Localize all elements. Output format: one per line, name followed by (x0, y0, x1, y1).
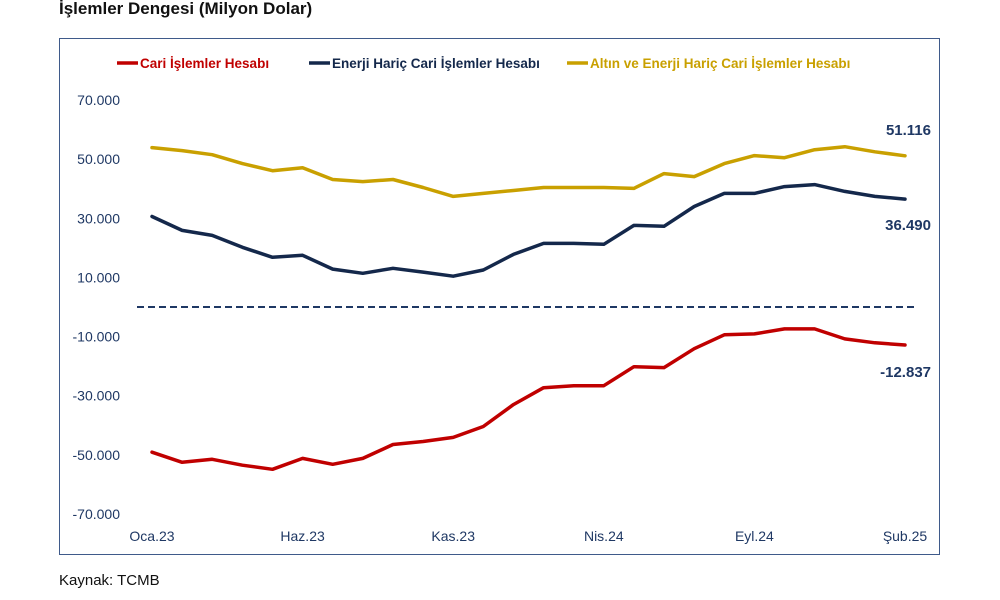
legend-item: Altın ve Enerji Hariç Cari İşlemler Hesa… (567, 56, 850, 71)
x-tick-label: Nis.24 (584, 528, 624, 544)
source-note: Kaynak: TCMB (59, 572, 160, 589)
x-tick-label: Şub.25 (883, 528, 928, 544)
y-tick-label: 70.000 (77, 92, 120, 108)
series-line-altin-enerji-haric (150, 144, 907, 199)
y-tick-label: -30.000 (73, 388, 121, 404)
y-axis: 70.000 50.000 30.000 10.000 -10.000 -30.000 -5… (73, 92, 121, 522)
x-tick-label: Haz.23 (280, 528, 325, 544)
series-line-cari (150, 327, 907, 472)
series-line-enerji-haric (150, 182, 907, 278)
y-tick-label: -50.000 (73, 447, 121, 463)
legend-label: Enerji Hariç Cari İşlemler Hesabı (332, 56, 540, 71)
end-value-label: 51.116 (886, 122, 931, 139)
end-value-label: 36.490 (885, 217, 931, 234)
series-lines (150, 144, 907, 472)
legend-label: Cari İşlemler Hesabı (140, 56, 269, 71)
legend-item: Enerji Hariç Cari İşlemler Hesabı (309, 56, 540, 71)
x-tick-label: Eyl.24 (735, 528, 774, 544)
legend-item: Cari İşlemler Hesabı (117, 56, 269, 71)
end-labels: -12.837 36.490 51.116 (880, 122, 931, 381)
x-tick-label: Oca.23 (129, 528, 174, 544)
y-tick-label: 30.000 (77, 210, 120, 226)
y-tick-label: -10.000 (73, 329, 121, 345)
x-tick-label: Kas.23 (431, 528, 475, 544)
chart-title: İşlemler Dengesi (Milyon Dolar) (59, 0, 313, 18)
x-axis: Oca.23 Haz.23 Kas.23 Nis.24 Eyl.24 Şub.25 (129, 528, 927, 544)
y-tick-label: -70.000 (73, 506, 121, 522)
legend-label: Altın ve Enerji Hariç Cari İşlemler Hesa… (590, 56, 850, 71)
y-tick-label: 50.000 (77, 151, 120, 167)
y-tick-label: 10.000 (77, 269, 120, 285)
chart-frame (59, 38, 940, 555)
end-value-label: -12.837 (880, 364, 931, 381)
legend: Cari İşlemler Hesabı Enerji Hariç Cari İş… (117, 56, 850, 71)
